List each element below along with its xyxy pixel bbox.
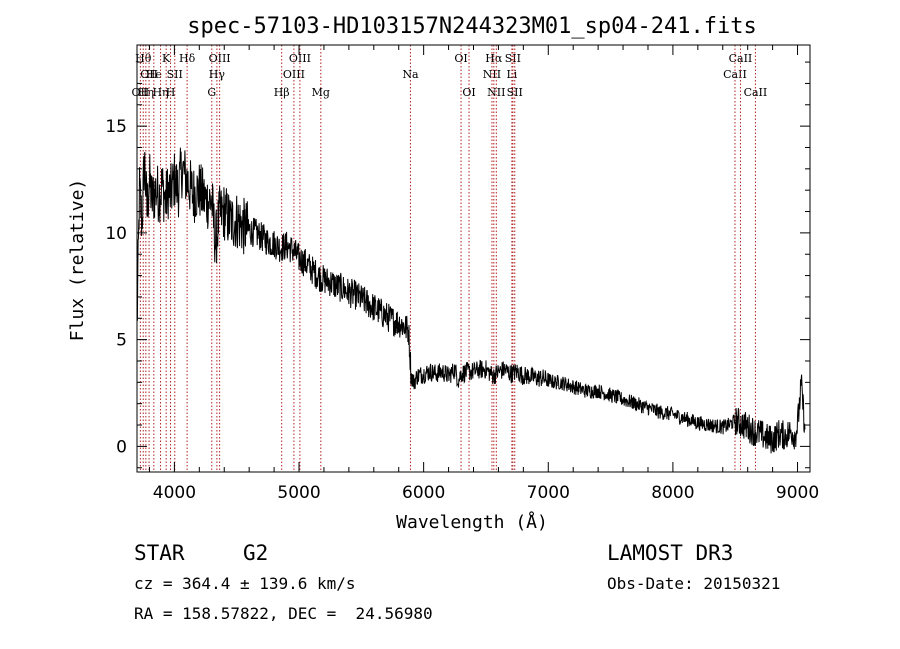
survey-label: LAMOST DR3 (607, 541, 734, 565)
marker-label: OIII (289, 52, 311, 65)
marker-label: K (162, 52, 171, 65)
y-tick-label: 15 (105, 117, 127, 137)
x-axis-label: Wavelength (Å) (396, 511, 548, 533)
x-tick-label: 8000 (651, 483, 694, 503)
marker-label: Mg (312, 86, 330, 99)
marker-label: OI (462, 86, 475, 99)
object-subclass: G2 (243, 541, 269, 565)
x-tick-label: 5000 (277, 483, 320, 503)
redshift-readout: cz = 364.4 ± 139.6 km/s (134, 574, 356, 593)
y-axis-label: Flux (relative) (67, 179, 88, 342)
marker-label: CaII (723, 68, 747, 81)
x-axis: 4000 5000 6000 7000 8000 9000 (148, 45, 819, 503)
y-tick-label: 0 (116, 437, 127, 457)
marker-label: Hη (152, 86, 168, 99)
marker-label: Na (402, 68, 419, 81)
y-tick-label: 5 (116, 331, 127, 351)
marker-label: OI (454, 52, 467, 65)
marker-label: OIII (209, 52, 231, 65)
x-tick-label: 7000 (527, 483, 570, 503)
spectrum-line (136, 147, 806, 454)
marker-label: CaII (729, 52, 753, 65)
marker-label: He (146, 68, 162, 81)
coordinates-readout: RA = 158.57822, DEC = 24.56980 (134, 604, 433, 623)
marker-label: H (166, 86, 176, 99)
plot-frame (136, 44, 811, 473)
obs-date: Obs-Date: 20150321 (607, 574, 781, 593)
marker-label: OII (132, 86, 150, 99)
x-tick-label: 6000 (402, 483, 445, 503)
chart-title: spec-57103-HD103157N244323M01_sp04-241.f… (187, 14, 757, 39)
object-class: STAR (134, 541, 185, 565)
x-tick-label: 9000 (776, 483, 819, 503)
marker-label: Hα (485, 52, 503, 65)
marker-label: Hδ (179, 52, 196, 65)
marker-label: SII (505, 52, 521, 65)
marker-label: G (207, 86, 216, 99)
marker-label: OIII (283, 68, 305, 81)
y-axis: 0 5 10 15 (105, 61, 810, 469)
marker-label: NII (487, 86, 505, 99)
marker-label: CaII (744, 86, 768, 99)
marker-label: Hη (138, 86, 154, 99)
marker-label: NII (483, 68, 501, 81)
marker-label: SII (507, 86, 523, 99)
x-tick-label: 4000 (153, 483, 196, 503)
spectral-line-markers: OIIHθHηOIIHeHηKHSIIHδGHγOIIIHβOIIIOIIIMg… (132, 45, 768, 472)
marker-label: Hβ (274, 86, 290, 99)
marker-label: SII (167, 68, 183, 81)
y-tick-label: 10 (105, 224, 127, 244)
marker-label: Li (506, 68, 517, 81)
marker-label: Hγ (209, 68, 226, 81)
